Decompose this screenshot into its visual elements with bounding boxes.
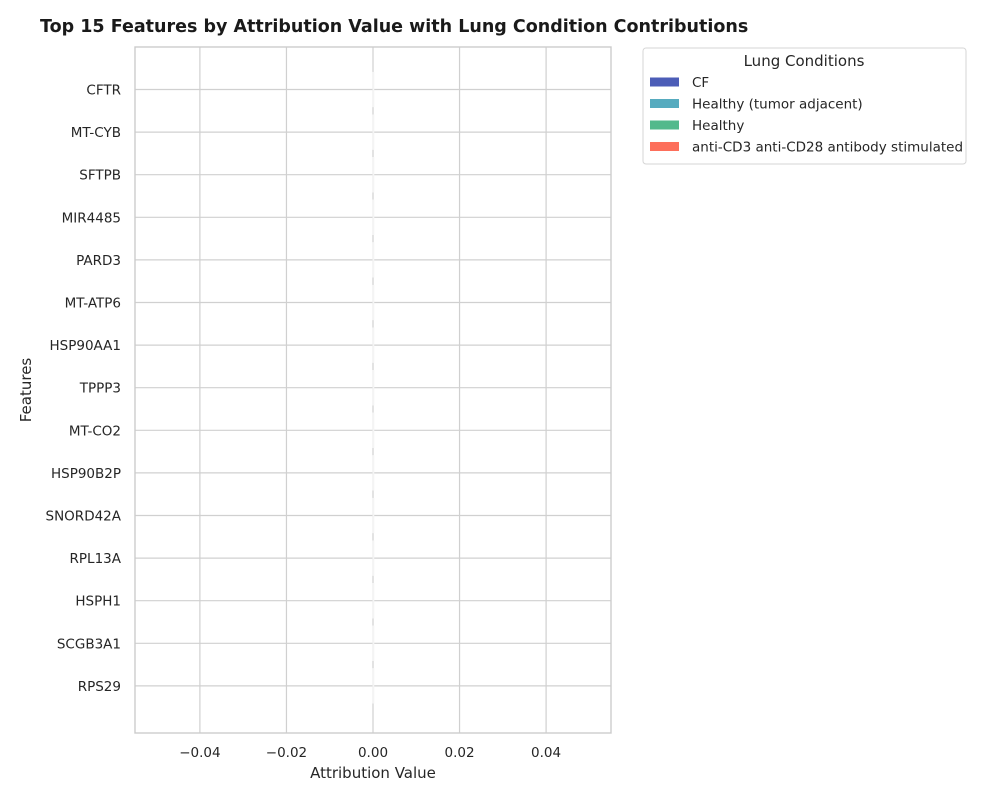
x-tick-label: −0.04: [179, 745, 220, 761]
legend-swatch: [650, 99, 679, 108]
bar-segment: [372, 157, 375, 193]
y-tick-label: RPL13A: [70, 551, 122, 567]
chart-title: Top 15 Features by Attribution Value wit…: [40, 17, 748, 37]
plot-area: −0.04 −0.02 0.00 0.02 0.04 CFTR MT-CYB SFTPB MIR…: [46, 46, 612, 761]
y-tick-label: SNORD42A: [46, 509, 122, 525]
bar-segment: [372, 583, 375, 619]
y-tick-label: PARD3: [76, 253, 121, 269]
legend: Lung Conditions CF Healthy (tumor adjacen…: [642, 47, 967, 165]
x-tick-label: 0.00: [358, 745, 388, 761]
bar-segment: [372, 370, 375, 406]
y-tick-label: SCGB3A1: [57, 636, 121, 652]
y-tick-label: MIR4485: [62, 210, 121, 226]
y-tick-label: CFTR: [86, 83, 121, 99]
x-axis-label: Attribution Value: [310, 764, 436, 782]
bar-segment: [372, 199, 375, 235]
legend-label: anti-CD3 anti-CD28 antibody stimulated: [692, 140, 963, 156]
bar-segment: [372, 668, 375, 704]
legend-swatch: [650, 142, 679, 151]
bar-segment: [372, 284, 375, 321]
bar-segment: [372, 497, 375, 534]
bar-segment: [372, 327, 375, 363]
legend-box: [642, 47, 967, 165]
legend-title: Lung Conditions: [744, 52, 865, 70]
y-tick-label: SFTPB: [79, 168, 121, 184]
y-tick-label: MT-CYB: [71, 125, 121, 141]
legend-label: Healthy: [692, 118, 744, 134]
bar-segment: [372, 625, 375, 661]
legend-label: Healthy (tumor adjacent): [692, 97, 863, 113]
x-tick-label: −0.02: [266, 745, 307, 761]
y-tick-label: MT-ATP6: [65, 296, 121, 312]
legend-swatch: [650, 120, 679, 130]
x-tick-label: 0.02: [445, 745, 475, 761]
y-tick-label: RPS29: [78, 679, 121, 695]
x-tick-label: 0.04: [531, 745, 561, 761]
y-tick-label: HSP90B2P: [51, 466, 121, 482]
legend-swatch: [650, 77, 679, 87]
bar-segment: [372, 71, 375, 108]
bar-segment: [372, 455, 375, 491]
bar-segment: [372, 242, 375, 278]
bar-segment: [372, 412, 375, 448]
y-axis-label: Features: [17, 358, 35, 423]
bar-segment: [372, 540, 375, 576]
y-tick-label: TPPP3: [79, 381, 121, 397]
y-tick-label: MT-CO2: [69, 423, 121, 439]
plot-frame: [134, 46, 612, 734]
y-tick-label: HSPH1: [75, 594, 121, 610]
y-tick-label: HSP90AA1: [50, 338, 121, 354]
legend-label: CF: [692, 75, 709, 91]
bar-segment: [372, 114, 375, 150]
